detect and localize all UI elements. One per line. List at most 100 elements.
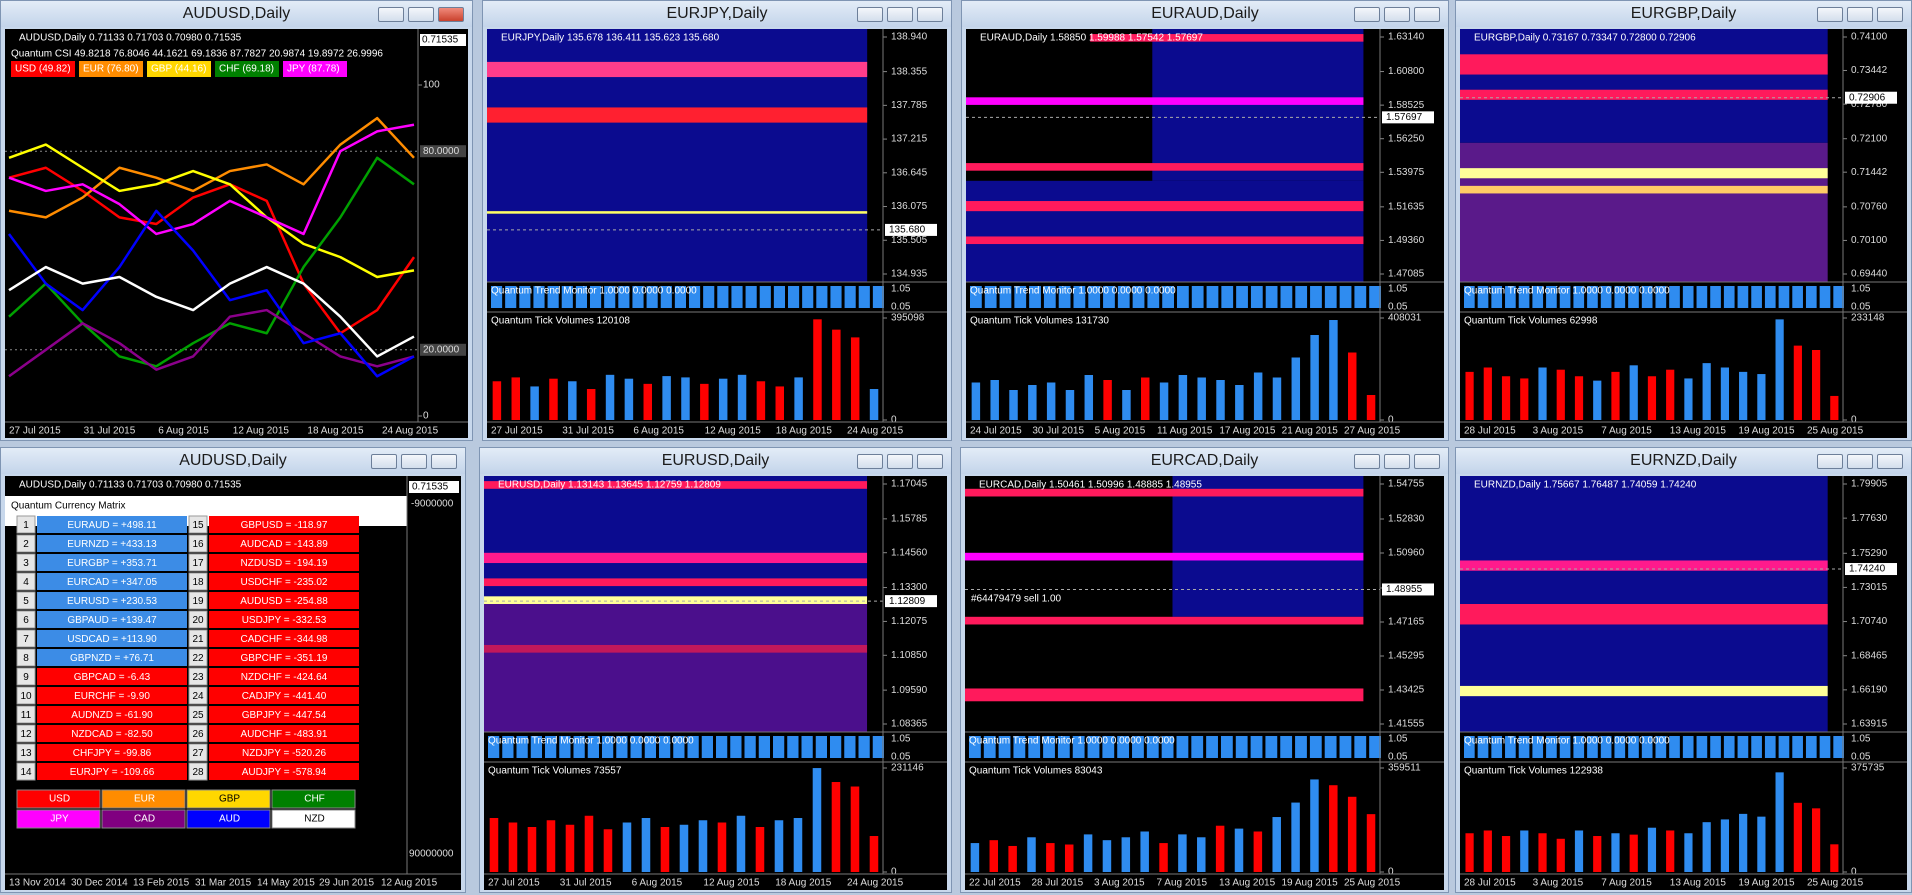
trend-bar (1295, 736, 1307, 758)
price-label-box (885, 223, 937, 236)
price-tick-label: 1.79905 (1851, 479, 1888, 490)
price-tick-label: 0.71442 (1851, 167, 1888, 178)
maximize-button[interactable] (887, 454, 913, 469)
pair-strength: EURGBP = +353.71 (67, 558, 157, 569)
price-label-box (420, 34, 466, 46)
minimize-button[interactable] (1817, 7, 1843, 22)
price-tick-label: 134.935 (891, 269, 928, 280)
volume-tick-label: 0 (1388, 867, 1394, 878)
chart-header: EURAUD,Daily 1.58850 1.59988 1.57542 1.5… (980, 33, 1203, 44)
price-tick-label: 1.13300 (891, 582, 928, 593)
strength-line (8, 116, 415, 219)
price-zone (484, 578, 868, 587)
strength-line (8, 308, 415, 378)
volume-bar (832, 329, 841, 420)
chart-window: AUDUSD,Daily AUDUSD,Daily 0.71133 0.71703… (0, 0, 473, 441)
maximize-button[interactable] (401, 454, 427, 469)
price-label: 135.680 (889, 225, 926, 236)
chart-area: EURGBP,Daily 0.73167 0.73347 0.72800 0.7… (1460, 29, 1907, 438)
title-bar: EURAUD,Daily (962, 1, 1448, 27)
date-label: 31 Mar 2015 (195, 878, 252, 889)
chart-area: EURCAD,Daily 1.50461 1.50996 1.48885 1.4… (965, 476, 1444, 890)
volume-bar (1027, 837, 1036, 872)
volume-bar (1611, 833, 1620, 872)
close-button[interactable] (1877, 7, 1903, 22)
rank-cell (188, 705, 208, 724)
trend-bar (1833, 286, 1844, 308)
maximize-button[interactable] (1847, 7, 1873, 22)
minimize-button[interactable] (378, 7, 404, 22)
volume-bar (1611, 371, 1620, 420)
maximize-button[interactable] (887, 7, 913, 22)
volume-label: Quantum Tick Volumes 83043 (969, 766, 1103, 777)
volume-bar (1028, 385, 1037, 420)
minimize-button[interactable] (857, 7, 883, 22)
pair-cell (209, 573, 359, 590)
trend-bar (659, 736, 671, 758)
close-button[interactable] (1414, 7, 1440, 22)
trend-label: Quantum Trend Monitor 1.0000 0.0000 0.00… (488, 736, 694, 747)
close-button[interactable] (431, 454, 457, 469)
trend-bar (802, 286, 814, 308)
trend-bar (516, 736, 528, 758)
volume-bar (869, 389, 879, 420)
minimize-button[interactable] (371, 454, 397, 469)
volume-bar (586, 389, 596, 420)
trend-bar (1600, 286, 1612, 308)
date-label: 6 Aug 2015 (632, 878, 683, 889)
rank-cell (16, 629, 36, 648)
trend-bar (602, 736, 614, 758)
rank-cell (188, 572, 208, 591)
trend-bar (519, 286, 531, 308)
minimize-button[interactable] (1354, 7, 1380, 22)
price-tick-label: 136.645 (891, 167, 928, 178)
trend-bar (970, 286, 982, 308)
maximize-button[interactable] (408, 7, 434, 22)
pair-strength: USDCHF = -235.02 (241, 577, 328, 588)
volume-bar (549, 378, 558, 420)
price-tick-label: 1.41555 (1388, 719, 1425, 730)
volume-bar (1008, 845, 1017, 872)
trend-bar (1354, 286, 1367, 308)
trend-label: Quantum Trend Monitor 1.0000 0.0000 0.00… (491, 286, 697, 297)
rank-cell (188, 610, 208, 629)
volume-tick-label: 408031 (1388, 313, 1422, 324)
minimize-button[interactable] (1354, 454, 1380, 469)
close-button[interactable] (1414, 454, 1440, 469)
maximize-button[interactable] (1384, 454, 1410, 469)
trend-bar (1614, 736, 1626, 758)
date-label: 18 Aug 2015 (776, 426, 833, 437)
volume-bar (1793, 345, 1802, 420)
volume-bar (511, 377, 520, 420)
rank-number: 2 (23, 539, 29, 550)
price-tick-label: 137.215 (891, 134, 928, 145)
trend-bar (1628, 736, 1639, 758)
minimize-button[interactable] (857, 454, 883, 469)
volume-bar (1064, 844, 1074, 872)
legend-box (147, 61, 211, 77)
minimize-button[interactable] (1817, 454, 1843, 469)
volume-bar (1178, 834, 1187, 872)
close-button[interactable] (917, 454, 943, 469)
legend-box (283, 61, 347, 77)
trend-bar (758, 736, 770, 758)
close-button[interactable] (438, 7, 464, 22)
close-button[interactable] (917, 7, 943, 22)
volume-bar (1102, 840, 1112, 872)
trend-bar (1265, 736, 1278, 758)
chart-window: EURAUD,Daily EURAUD,Daily 1.58850 1.59988… (961, 0, 1449, 441)
date-label: 18 Aug 2015 (307, 426, 364, 437)
trend-bar (632, 286, 644, 308)
close-button[interactable] (1877, 454, 1903, 469)
volume-bar (1272, 377, 1282, 420)
trend-bar (1710, 736, 1721, 758)
trend-bar (1833, 736, 1844, 758)
maximize-button[interactable] (1847, 454, 1873, 469)
maximize-button[interactable] (1384, 7, 1410, 22)
price-tick-label: 1.10850 (891, 650, 928, 661)
rank-cell (188, 686, 208, 705)
price-zone (484, 552, 868, 564)
date-label: 24 Aug 2015 (847, 426, 904, 437)
y-tick-label: 80.0000 (423, 146, 460, 157)
date-label: 30 Dec 2014 (71, 878, 128, 889)
